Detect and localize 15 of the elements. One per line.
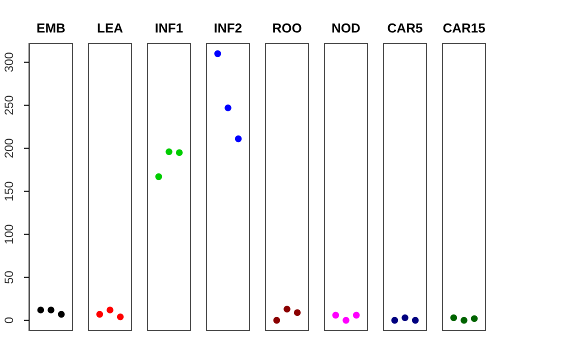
y-tick-label: 200 [2, 138, 16, 158]
x-tick-label: EMB [36, 20, 66, 36]
y-tick-label: 150 [2, 180, 16, 202]
x-tick-label: ROO [272, 20, 302, 36]
y-tick-label: 100 [2, 224, 16, 244]
y-tick-label: 50 [2, 270, 16, 284]
x-tick-label: NOD [332, 20, 360, 36]
x-tick-label: LEA [97, 20, 124, 36]
x-tick-label: CAR5 [387, 20, 423, 36]
x-tick-label: CAR15 [442, 20, 486, 36]
y-tick-label: 250 [2, 94, 16, 116]
y-tick-label: 300 [2, 52, 16, 72]
x-tick-label: INF2 [214, 20, 242, 36]
y-tick-label: 0 [2, 316, 16, 324]
x-tick-label: INF1 [154, 20, 184, 36]
